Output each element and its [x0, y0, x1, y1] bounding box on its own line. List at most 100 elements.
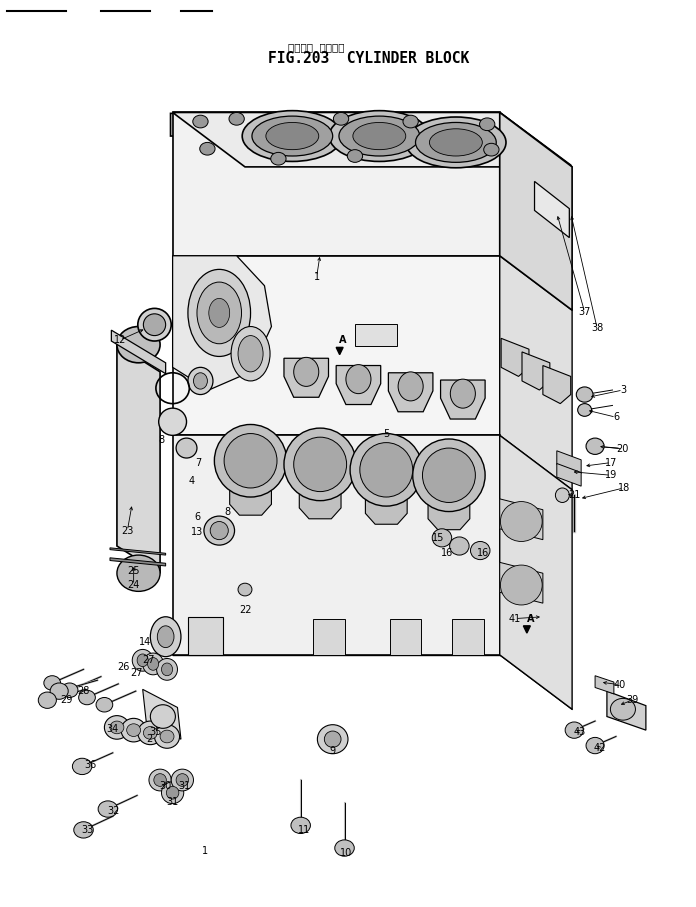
Polygon shape — [452, 619, 484, 655]
Polygon shape — [110, 548, 166, 555]
Polygon shape — [143, 689, 181, 739]
Text: 23: 23 — [121, 525, 134, 536]
Text: 41: 41 — [509, 613, 521, 624]
Ellipse shape — [143, 727, 157, 739]
Text: 6: 6 — [194, 512, 200, 522]
Text: 43: 43 — [574, 727, 586, 737]
Ellipse shape — [127, 724, 141, 736]
Text: 1: 1 — [203, 845, 208, 856]
Ellipse shape — [450, 379, 475, 408]
Ellipse shape — [224, 434, 277, 488]
Ellipse shape — [110, 721, 124, 734]
Text: 11: 11 — [298, 824, 310, 835]
Ellipse shape — [171, 769, 193, 791]
Text: 38: 38 — [591, 323, 603, 334]
Ellipse shape — [149, 769, 171, 791]
Polygon shape — [390, 619, 421, 655]
Ellipse shape — [353, 122, 406, 150]
Ellipse shape — [96, 697, 113, 712]
Polygon shape — [188, 617, 223, 655]
Ellipse shape — [200, 142, 215, 155]
Ellipse shape — [335, 840, 354, 856]
Ellipse shape — [271, 152, 286, 165]
Text: 32: 32 — [107, 805, 120, 816]
Ellipse shape — [238, 583, 252, 596]
Polygon shape — [523, 626, 530, 633]
Polygon shape — [428, 502, 470, 530]
Ellipse shape — [413, 439, 485, 512]
Ellipse shape — [72, 758, 92, 775]
Ellipse shape — [284, 428, 356, 501]
Text: 36: 36 — [84, 759, 97, 770]
Ellipse shape — [586, 438, 604, 454]
Ellipse shape — [266, 122, 319, 150]
Polygon shape — [501, 338, 529, 376]
Ellipse shape — [138, 308, 171, 341]
Ellipse shape — [294, 437, 347, 492]
Text: 4: 4 — [189, 475, 194, 486]
Text: 2: 2 — [147, 734, 152, 745]
Ellipse shape — [44, 676, 61, 690]
Ellipse shape — [346, 365, 371, 394]
Ellipse shape — [480, 118, 495, 131]
Ellipse shape — [155, 725, 180, 748]
Polygon shape — [230, 488, 271, 515]
Polygon shape — [336, 366, 381, 405]
Ellipse shape — [450, 537, 469, 555]
Text: 34: 34 — [106, 724, 119, 735]
Ellipse shape — [61, 683, 78, 697]
Polygon shape — [173, 112, 245, 256]
Ellipse shape — [484, 143, 499, 156]
Ellipse shape — [500, 502, 542, 541]
Ellipse shape — [188, 269, 251, 356]
Ellipse shape — [159, 408, 187, 435]
Text: 14: 14 — [139, 637, 152, 648]
Text: 12: 12 — [113, 335, 126, 346]
Text: A: A — [527, 613, 534, 624]
Polygon shape — [500, 112, 572, 310]
Polygon shape — [173, 256, 271, 390]
Text: シリンダ  ブロック: シリンダ ブロック — [288, 42, 345, 53]
Polygon shape — [500, 256, 572, 490]
Ellipse shape — [157, 626, 174, 648]
Ellipse shape — [209, 298, 230, 327]
Text: 37: 37 — [578, 307, 591, 317]
Polygon shape — [111, 330, 166, 374]
Text: 17: 17 — [605, 457, 617, 468]
Ellipse shape — [429, 129, 482, 156]
Ellipse shape — [38, 692, 56, 708]
Polygon shape — [388, 373, 433, 412]
Polygon shape — [543, 366, 571, 404]
Polygon shape — [522, 352, 550, 390]
Text: 25: 25 — [127, 565, 140, 576]
Text: 24: 24 — [127, 580, 140, 590]
Ellipse shape — [347, 150, 363, 162]
Ellipse shape — [398, 372, 423, 401]
Text: 9: 9 — [330, 746, 335, 756]
Ellipse shape — [416, 122, 496, 162]
Text: 16: 16 — [477, 548, 489, 559]
Text: 1: 1 — [314, 271, 319, 282]
Ellipse shape — [104, 716, 129, 739]
Ellipse shape — [137, 654, 148, 667]
Polygon shape — [173, 435, 500, 655]
Polygon shape — [313, 619, 345, 655]
Text: 40: 40 — [614, 679, 626, 690]
Ellipse shape — [121, 718, 146, 742]
Ellipse shape — [403, 115, 418, 128]
Text: 28: 28 — [77, 686, 90, 697]
Ellipse shape — [500, 565, 542, 605]
Polygon shape — [299, 492, 341, 519]
Ellipse shape — [98, 801, 118, 817]
Ellipse shape — [291, 817, 310, 834]
Ellipse shape — [229, 112, 244, 125]
Ellipse shape — [214, 424, 287, 497]
Ellipse shape — [432, 529, 452, 547]
Text: 8: 8 — [225, 507, 230, 518]
Ellipse shape — [193, 115, 208, 128]
Ellipse shape — [555, 488, 569, 502]
Ellipse shape — [231, 327, 270, 381]
Text: 39: 39 — [626, 695, 638, 706]
Text: 21: 21 — [569, 490, 581, 501]
Ellipse shape — [333, 112, 349, 125]
